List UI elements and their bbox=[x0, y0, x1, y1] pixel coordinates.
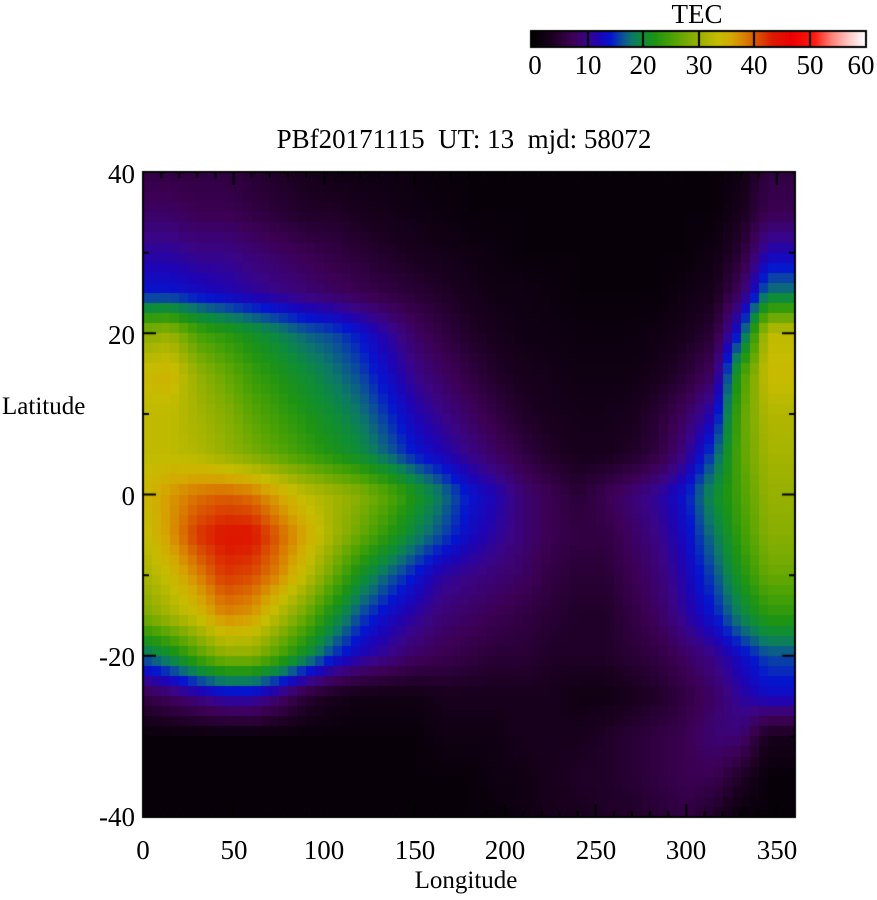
colorbar-tick-label: 20 bbox=[629, 50, 657, 80]
colorbar-tick-label: 60 bbox=[847, 50, 875, 80]
x-tick-label: 250 bbox=[575, 835, 617, 865]
x-axis-title: Longitude bbox=[414, 867, 518, 894]
colorbar-tick-label: 40 bbox=[740, 50, 768, 80]
x-tick-label: 50 bbox=[220, 835, 248, 865]
y-tick-label: -20 bbox=[99, 642, 135, 672]
colorbar-tick-label: 10 bbox=[574, 50, 602, 80]
colorbar-tick-label: 0 bbox=[528, 50, 542, 80]
y-tick-label: 40 bbox=[108, 159, 135, 189]
y-tick-label: 20 bbox=[108, 320, 135, 350]
x-tick-label: 100 bbox=[303, 835, 345, 865]
x-tick-label: 300 bbox=[665, 835, 707, 865]
colorbar-title: TEC bbox=[671, 0, 723, 29]
x-tick-label: 0 bbox=[136, 835, 150, 865]
y-tick-label: 0 bbox=[121, 481, 136, 511]
y-tick-label: -40 bbox=[99, 802, 135, 832]
x-tick-label: 350 bbox=[756, 835, 798, 865]
x-tick-label: 150 bbox=[394, 835, 436, 865]
colorbar-tick-label: 30 bbox=[685, 50, 713, 80]
y-axis-title: Latitude bbox=[2, 393, 86, 420]
plot-title: PBf20171115 UT: 13 mjd: 58072 bbox=[276, 124, 652, 154]
x-tick-label: 200 bbox=[484, 835, 526, 865]
colorbar-tick-label: 50 bbox=[796, 50, 824, 80]
